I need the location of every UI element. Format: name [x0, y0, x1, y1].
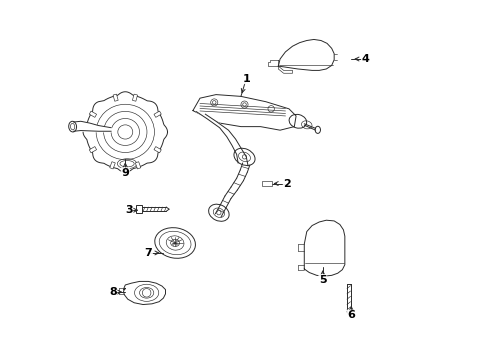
Text: 9: 9 [121, 168, 129, 178]
Bar [113, 94, 118, 101]
Polygon shape [267, 60, 278, 66]
Text: 2: 2 [283, 179, 290, 189]
Bar [135, 162, 141, 169]
Bar [136, 205, 142, 213]
Polygon shape [192, 95, 296, 130]
Polygon shape [278, 66, 292, 73]
Text: 8: 8 [109, 287, 117, 297]
Text: 3: 3 [125, 205, 132, 215]
Polygon shape [304, 220, 344, 276]
Bar [89, 111, 97, 117]
Text: 7: 7 [144, 248, 152, 258]
Bar [89, 147, 97, 153]
Polygon shape [278, 40, 333, 71]
Text: 1: 1 [242, 73, 250, 84]
Bar [154, 111, 161, 117]
Text: 4: 4 [361, 54, 368, 64]
Bar [261, 181, 271, 186]
Polygon shape [123, 282, 165, 305]
Text: 6: 6 [346, 310, 354, 320]
Bar [109, 162, 115, 169]
Polygon shape [196, 112, 247, 166]
Bar [154, 147, 161, 153]
Bar [132, 94, 137, 101]
Text: 5: 5 [318, 275, 326, 285]
